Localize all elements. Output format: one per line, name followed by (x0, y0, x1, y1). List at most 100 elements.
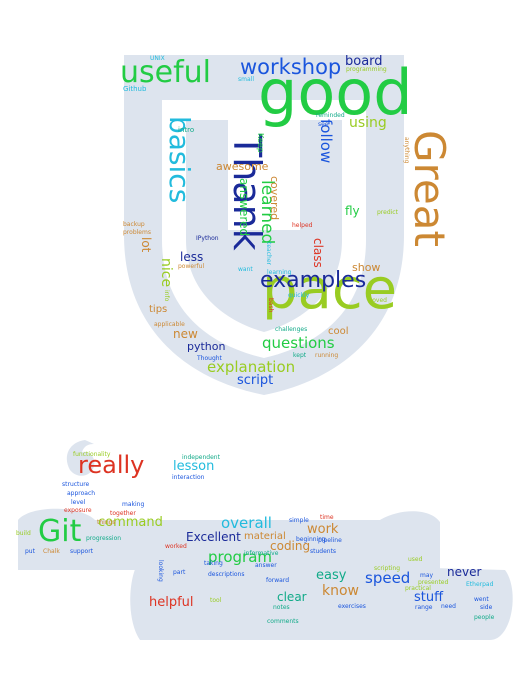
word-forward: forward (266, 577, 290, 584)
word-new: new (173, 327, 198, 341)
word-range: range (415, 604, 433, 611)
word-comments: comments (267, 618, 299, 625)
quote-mark-logo (66, 440, 95, 476)
word-work: work (307, 522, 339, 537)
word-explanation: explanation (207, 358, 296, 376)
word-pipeline: pipeline (318, 537, 342, 544)
word-progression: progression (86, 535, 122, 542)
word-beginning: beginning (296, 536, 326, 543)
word-workshop: workshop (240, 55, 342, 79)
word-presented: presented (418, 579, 449, 586)
word-anything: anything (402, 137, 410, 164)
word-small: small (238, 76, 254, 83)
word-loved: Loved (369, 297, 387, 304)
word-used: used (408, 556, 423, 563)
word-descriptions: descriptions (208, 571, 245, 578)
word-questions: questions (262, 334, 335, 352)
word-quickly: quickly (288, 292, 310, 299)
word-things: things (97, 519, 116, 526)
word-helped: helped (292, 222, 313, 229)
word-really: really (78, 451, 145, 479)
word-lot: lot (139, 237, 154, 253)
word-together: together (110, 510, 136, 517)
word-easy: easy (316, 568, 347, 583)
word-simple: simple (289, 517, 309, 524)
word-material: material (244, 531, 286, 542)
software-logo-shape (18, 508, 440, 570)
word-exposure: exposure (64, 507, 92, 514)
word-less: less (180, 250, 204, 264)
word-overall: overall (221, 514, 272, 532)
word-clear: clear (277, 590, 307, 604)
word-ipython: IPython (196, 235, 219, 242)
word-never: never (447, 565, 482, 579)
word-may: may (420, 572, 434, 579)
carpentry-logo-shape (130, 560, 513, 640)
word-see: see (318, 121, 329, 128)
word-bash: bash (266, 298, 274, 313)
word-fly: fly (345, 204, 360, 218)
word-nice: nice (158, 258, 175, 288)
word-lesson: lesson (173, 459, 215, 474)
word-backup: backup (123, 221, 145, 228)
word-students: students (310, 548, 337, 555)
word-answer: answer (255, 562, 277, 569)
word-notes: notes (273, 604, 290, 611)
word-challenges: challenges (275, 326, 308, 333)
word-structure: structure (62, 481, 90, 488)
word-git: Git (38, 514, 82, 549)
word-time: time (320, 514, 334, 521)
word-independent: independent (182, 454, 220, 461)
word-powerful: powerful (178, 263, 205, 270)
word-need: need (441, 603, 456, 610)
word-making: making (122, 501, 145, 508)
word-people: people (474, 614, 495, 621)
word-applicable: applicable (154, 321, 185, 328)
word-looking: looking (156, 560, 164, 582)
word-know: know (322, 583, 359, 599)
word-class: class (311, 238, 326, 268)
word-approach: approach (67, 490, 96, 497)
word-script: script (237, 373, 274, 388)
word-build: build (16, 530, 31, 537)
word-informative: informative (244, 550, 279, 557)
word-awesome: awesome (216, 160, 269, 173)
word-side: side (480, 604, 493, 611)
word-answered: answered (237, 178, 252, 237)
word-board: board (345, 54, 383, 69)
word-using: using (349, 115, 387, 131)
word-predict: predict (377, 209, 398, 216)
word-command: command (98, 515, 163, 530)
word-pace: pace (262, 257, 398, 322)
word-unix: UNIX (150, 55, 165, 62)
word-good: good (258, 56, 413, 129)
word-support: support (70, 548, 94, 555)
word-cool: cool (328, 326, 349, 337)
word-excellent: Excellent (186, 530, 241, 544)
word-interaction: interaction (172, 474, 205, 481)
word-covered: covered (268, 176, 282, 221)
word-practical: practical (405, 585, 431, 592)
word-helpful: helpful (149, 595, 194, 610)
word-learning: learning (267, 269, 292, 276)
word-kept: kept (293, 352, 307, 359)
word-want: want (238, 266, 253, 273)
word-show: show (352, 261, 381, 274)
word-reminded: reminded (316, 112, 345, 119)
word-useful: useful (120, 55, 212, 90)
word-worked: worked (165, 543, 187, 550)
word-github: Github (123, 85, 147, 93)
word-speed: speed (365, 569, 411, 587)
word-teacher: teacher (264, 242, 272, 265)
word-chalk: Chalk (43, 548, 60, 555)
word-scripting: scripting (374, 565, 400, 572)
word-programming: programming (346, 66, 387, 73)
word-etherpad: Etherpad (466, 581, 494, 588)
word-taking: taking (204, 560, 223, 567)
word-running: running (315, 352, 339, 359)
word-problems: problems (123, 229, 151, 236)
word-level: level (71, 499, 86, 506)
word-keep: Keep (255, 133, 265, 153)
